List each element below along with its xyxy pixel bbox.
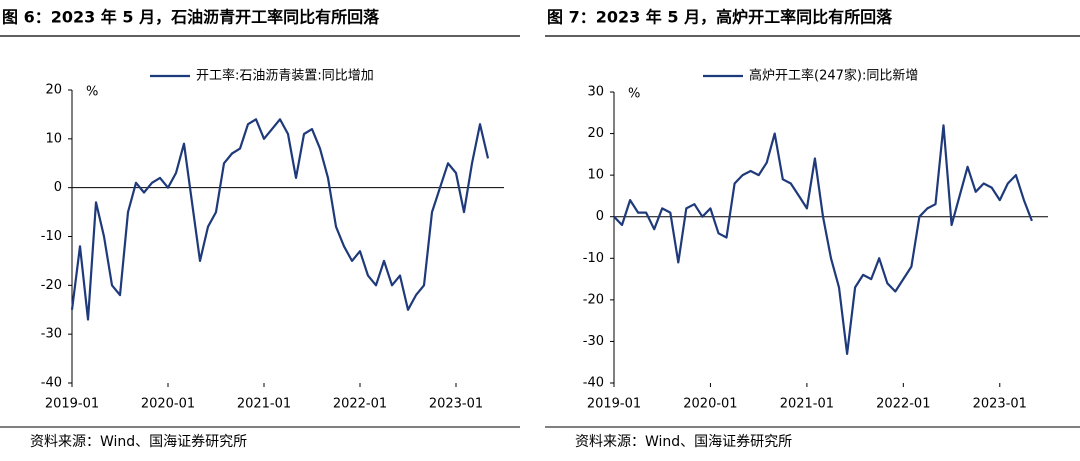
x-tick-label: 2022-01 — [876, 397, 930, 412]
y-tick-label: -40 — [41, 376, 62, 391]
legend-label: 高炉开工率(247家):同比新增 — [749, 68, 918, 84]
x-tick-label: 2019-01 — [587, 397, 641, 412]
chart-title: 图 6：2023 年 5 月，石油沥青开工率同比有所回落 — [2, 8, 380, 27]
y-tick-label: -40 — [583, 376, 604, 391]
y-tick-label: -20 — [583, 292, 604, 307]
source: 资料来源：Wind、国海证券研究所 — [575, 434, 792, 450]
y-tick-label: 0 — [596, 209, 604, 224]
y-tick-label: 30 — [587, 85, 604, 100]
y-tick-label: -30 — [41, 327, 62, 342]
series-line — [613, 124, 1033, 355]
y-tick-label: 20 — [587, 126, 604, 141]
x-tick-label: 2020-01 — [683, 397, 737, 412]
chart-title: 图 7：2023 年 5 月，高炉开工率同比有所回落 — [547, 8, 893, 27]
y-tick-label: -10 — [41, 229, 62, 244]
y-unit: % — [628, 87, 640, 102]
x-tick-label: 2023-01 — [429, 397, 483, 412]
x-tick-label: 2023-01 — [973, 397, 1027, 412]
x-tick-label: 2022-01 — [333, 397, 387, 412]
y-tick-label: -30 — [583, 334, 604, 349]
series-line — [70, 118, 490, 321]
y-tick-label: 20 — [45, 83, 62, 98]
x-tick-label: 2020-01 — [141, 397, 195, 412]
y-tick-label: 0 — [54, 180, 62, 195]
y-tick-label: -20 — [41, 278, 62, 293]
x-tick-label: 2021-01 — [780, 397, 834, 412]
y-tick-label: 10 — [45, 131, 62, 146]
legend-label: 开工率:石油沥青装置:同比增加 — [196, 68, 374, 84]
y-unit: % — [86, 85, 98, 100]
y-tick-label: -10 — [583, 251, 604, 266]
y-tick-label: 10 — [587, 168, 604, 183]
x-tick-label: 2021-01 — [237, 397, 291, 412]
source: 资料来源：Wind、国海证券研究所 — [30, 434, 247, 450]
x-tick-label: 2019-01 — [45, 397, 99, 412]
